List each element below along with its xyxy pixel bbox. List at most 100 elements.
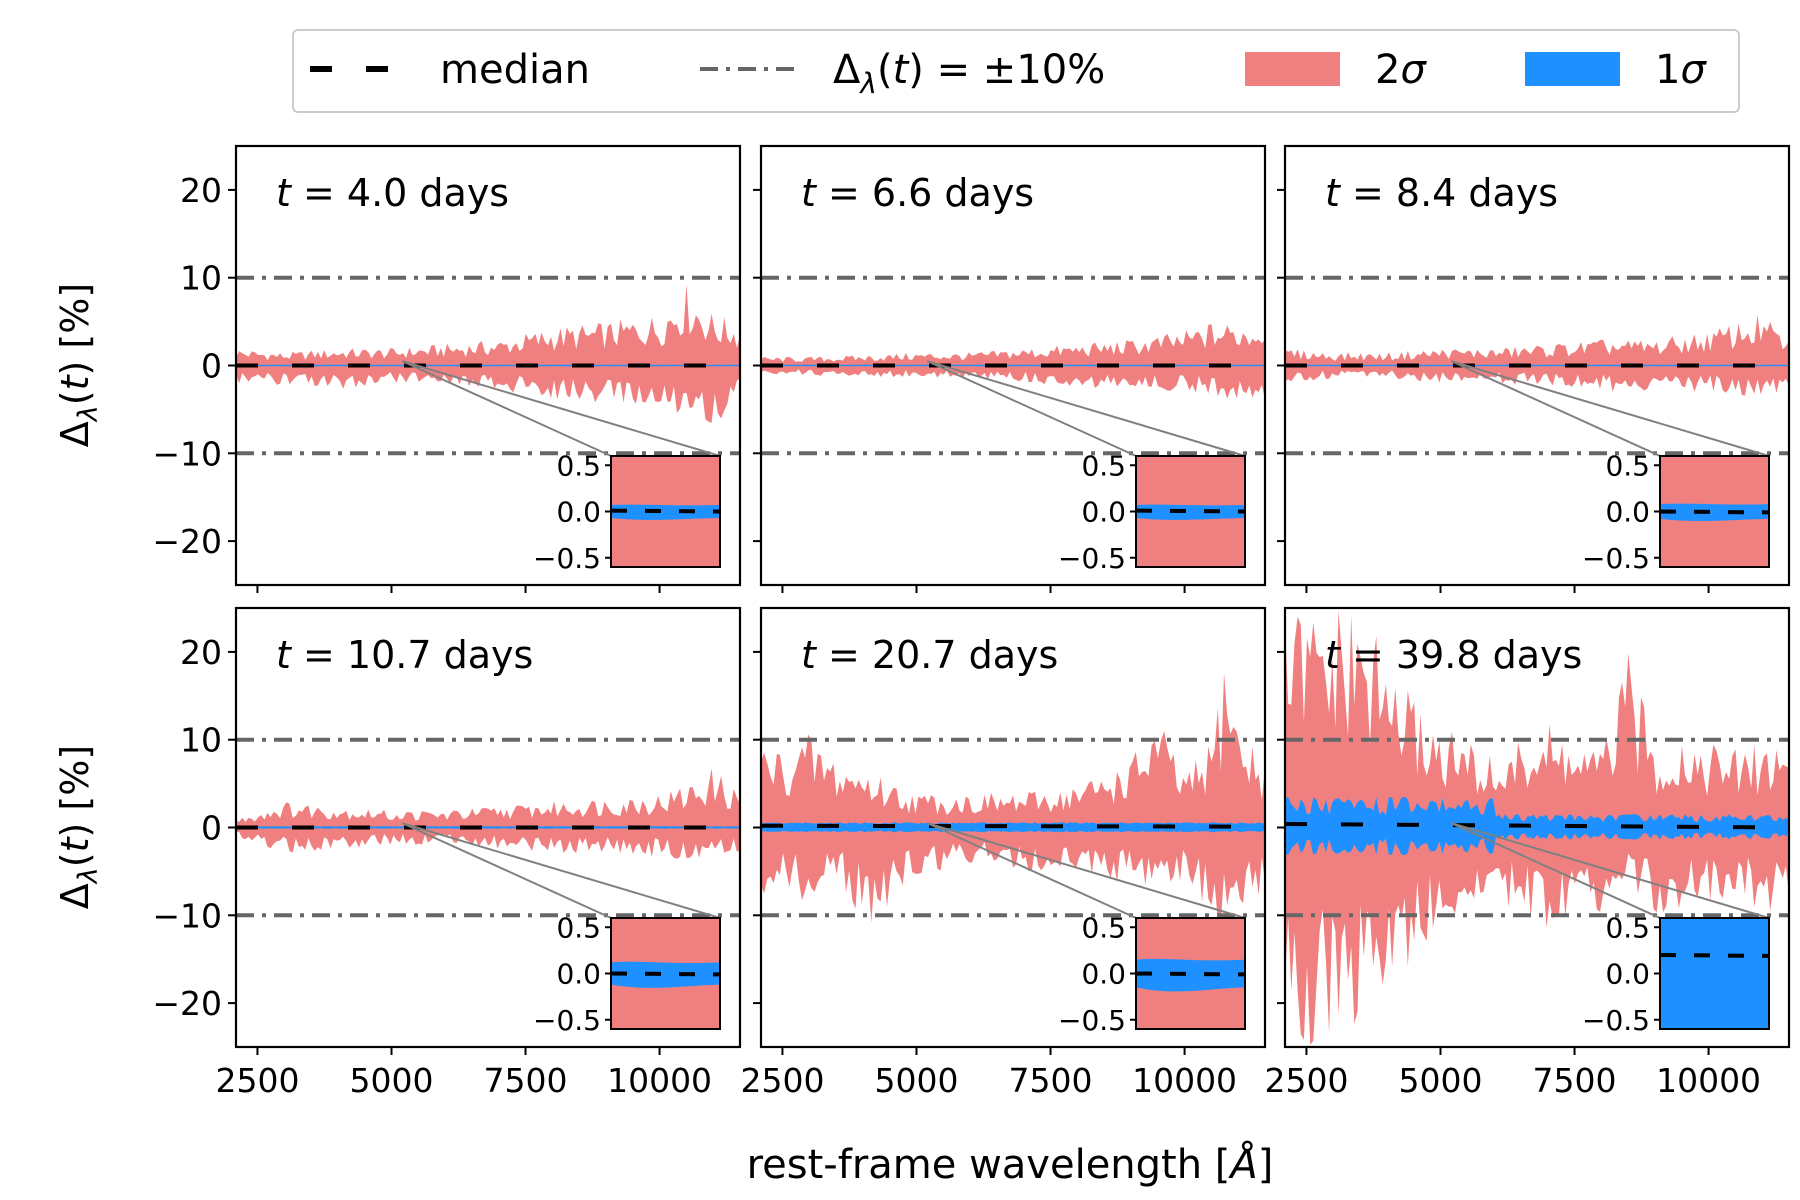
legend-band2-swatch [1245, 52, 1340, 86]
panels: −0.5 0.0 0.5 −20 −10 0 10 20 t = 4.0 days −0.5 0.0… [152, 144, 1791, 1100]
legend-label-threshold: Δλ(t) = ±10% [833, 47, 1105, 100]
inset-connector [926, 360, 1246, 457]
inset-ytick-label: 0.5 [556, 911, 601, 944]
inset: −0.5 0.0 0.5 [1450, 822, 1770, 1037]
panel-plot-area [1285, 275, 1789, 456]
inset-connector [926, 360, 1137, 457]
band-2sigma [236, 284, 740, 423]
legend-entry-band1: 1σ [1525, 47, 1707, 93]
x-axis-label: rest-frame wavelength [Å] [747, 1140, 1274, 1188]
ytick-label: −10 [152, 434, 222, 473]
panel-plot-area [236, 275, 740, 456]
band-2sigma [761, 672, 1265, 923]
inset-ytick-label: −0.5 [1058, 542, 1126, 575]
inset-connector [1450, 822, 1661, 919]
inset-connector [401, 360, 612, 457]
inset-band-1sigma [1136, 958, 1245, 992]
inset-ytick-label: 0.5 [1081, 911, 1126, 944]
legend-entry-median: median [310, 47, 590, 93]
inset: −0.5 0.0 0.5 [926, 360, 1246, 575]
xtick-label: 5000 [1398, 1061, 1482, 1100]
inset-ytick-label: 0.0 [1605, 958, 1650, 991]
panel-2: −0.5 0.0 0.5 t = 8.4 days [1277, 144, 1791, 593]
legend-label-band2: 2σ [1375, 47, 1427, 93]
panel-plot-area [1285, 610, 1789, 1045]
xtick-label: 2500 [1264, 1061, 1348, 1100]
band-2sigma [1285, 314, 1789, 396]
inset-connector [926, 822, 1137, 919]
ytick-label: 10 [180, 721, 222, 760]
panel-5: −0.5 0.0 0.5 2500 5000 7500 10000 t = 39.8 days [1264, 606, 1791, 1100]
ytick-label: −20 [152, 522, 222, 561]
xtick-label: 2500 [740, 1061, 824, 1100]
y-axis-label: Δλ(t) [%] [53, 283, 104, 447]
inset: −0.5 0.0 0.5 [401, 822, 721, 1037]
inset-ytick-label: −0.5 [1582, 542, 1650, 575]
inset: −0.5 0.0 0.5 [401, 360, 721, 575]
xtick-label: 7500 [484, 1061, 568, 1100]
panel-title: t = 39.8 days [1325, 633, 1582, 677]
panel-plot-area [236, 737, 740, 918]
inset-ytick-label: 0.5 [1081, 449, 1126, 482]
band-1sigma [1285, 796, 1789, 856]
legend-entry-band2: 2σ [1245, 47, 1427, 93]
inset-connector [401, 822, 721, 919]
xtick-label: 5000 [349, 1061, 433, 1100]
inset-ytick-label: 0.0 [556, 496, 601, 529]
inset-ytick-label: −0.5 [1582, 1004, 1650, 1037]
inset: −0.5 0.0 0.5 [1450, 360, 1770, 575]
panel-3: −0.5 0.0 0.5 −20 −10 0 10 20 2500 5000 7500 10000 t … [152, 606, 742, 1100]
y-axis-labels: Δλ(t) [%] Δλ(t) [%] [53, 283, 104, 909]
xtick-label: 10000 [607, 1061, 712, 1100]
inset-ytick-label: 0.0 [1081, 496, 1126, 529]
panel-plot-area [761, 275, 1265, 456]
y-axis-label: Δλ(t) [%] [53, 745, 104, 909]
inset-ytick-label: 0.5 [556, 449, 601, 482]
inset-connector [401, 822, 612, 919]
panel-0: −0.5 0.0 0.5 −20 −10 0 10 20 t = 4.0 days [152, 144, 742, 593]
xtick-label: 7500 [1533, 1061, 1617, 1100]
xtick-label: 10000 [1656, 1061, 1761, 1100]
inset-ytick-label: −0.5 [1058, 1004, 1126, 1037]
inset-bg [1660, 918, 1769, 1029]
band-2sigma [761, 324, 1265, 400]
panel-title: t = 10.7 days [276, 633, 533, 677]
panel-1: −0.5 0.0 0.5 t = 6.6 days [753, 144, 1267, 593]
legend-label-band1: 1σ [1655, 47, 1707, 93]
inset-band-1sigma [611, 504, 720, 520]
inset-ytick-label: 0.5 [1605, 911, 1650, 944]
ytick-label: −20 [152, 984, 222, 1023]
legend-entry-threshold: Δλ(t) = ±10% [700, 47, 1105, 100]
panel-title: t = 8.4 days [1325, 171, 1558, 215]
inset-ytick-label: 0.0 [1605, 496, 1650, 529]
ytick-label: 10 [180, 259, 222, 298]
ytick-label: 0 [201, 347, 222, 386]
band-2sigma [236, 768, 740, 859]
inset-ytick-label: −0.5 [533, 542, 601, 575]
inset-ytick-label: 0.0 [1081, 958, 1126, 991]
inset-band-1sigma [1136, 504, 1245, 520]
legend-band1-swatch [1525, 52, 1620, 86]
xtick-label: 5000 [874, 1061, 958, 1100]
inset-band-1sigma [1660, 503, 1769, 522]
inset: −0.5 0.0 0.5 [926, 822, 1246, 1037]
ytick-label: 20 [180, 633, 222, 672]
ytick-label: 0 [201, 809, 222, 848]
ytick-label: 20 [180, 171, 222, 210]
inset-connector [926, 822, 1246, 919]
inset-ytick-label: 0.5 [1605, 449, 1650, 482]
legend-frame [292, 29, 1740, 113]
inset-band-1sigma [611, 961, 720, 988]
panel-title: t = 6.6 days [801, 171, 1034, 215]
inset-connector [1450, 360, 1661, 457]
ytick-label: −10 [152, 896, 222, 935]
inset-ytick-label: 0.0 [556, 958, 601, 991]
panel-title: t = 20.7 days [801, 633, 1058, 677]
panel-4: −0.5 0.0 0.5 2500 5000 7500 10000 t = 20.7 days [740, 606, 1267, 1100]
inset-connector [1450, 822, 1770, 919]
inset-connector [401, 360, 721, 457]
legend: median Δλ(t) = ±10% 2σ 1σ [292, 29, 1740, 113]
inset-connector [1450, 360, 1770, 457]
legend-label-median: median [440, 47, 590, 93]
